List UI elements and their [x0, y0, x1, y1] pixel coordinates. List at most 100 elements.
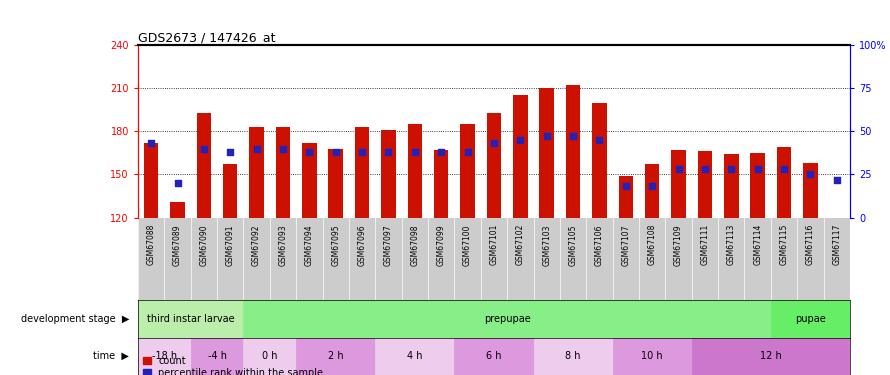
Bar	[455, 338, 533, 375]
Point	[750, 166, 765, 172]
Point	[223, 149, 238, 155]
Bar	[750, 153, 765, 218]
Bar	[328, 148, 343, 217]
Bar	[244, 338, 296, 375]
Point	[777, 166, 791, 172]
Text: GSM67106: GSM67106	[595, 224, 604, 266]
Bar	[533, 338, 612, 375]
Text: GSM67108: GSM67108	[648, 224, 657, 266]
Bar	[671, 150, 686, 217]
Text: GSM67105: GSM67105	[569, 224, 578, 266]
Bar	[566, 85, 580, 218]
Point	[514, 137, 528, 143]
Text: GSM67098: GSM67098	[410, 224, 419, 266]
Text: GSM67096: GSM67096	[358, 224, 367, 266]
Bar	[244, 300, 771, 338]
Point	[724, 166, 739, 172]
Text: 4 h: 4 h	[407, 351, 423, 361]
Bar	[612, 338, 692, 375]
Text: GSM67115: GSM67115	[780, 224, 789, 266]
Text: GSM67089: GSM67089	[173, 224, 182, 266]
Point	[619, 183, 633, 189]
Text: GSM67099: GSM67099	[437, 224, 446, 266]
Text: development stage  ▶: development stage ▶	[20, 314, 129, 324]
Point	[328, 149, 343, 155]
Bar	[771, 300, 850, 338]
Point	[566, 134, 580, 140]
Bar	[170, 202, 185, 217]
Text: GSM67117: GSM67117	[832, 224, 841, 266]
Text: 12 h: 12 h	[760, 351, 781, 361]
Text: GSM67102: GSM67102	[516, 224, 525, 266]
Bar	[276, 127, 290, 218]
Point	[539, 134, 554, 140]
Text: -18 h: -18 h	[152, 351, 177, 361]
Bar	[296, 338, 376, 375]
Text: GSM67097: GSM67097	[384, 224, 393, 266]
Bar	[539, 88, 554, 218]
Text: 8 h: 8 h	[565, 351, 581, 361]
Point	[249, 146, 263, 152]
Text: GSM67094: GSM67094	[305, 224, 314, 266]
Text: GSM67092: GSM67092	[252, 224, 261, 266]
Bar	[376, 338, 455, 375]
Point	[355, 149, 369, 155]
Text: GSM67111: GSM67111	[700, 224, 709, 266]
Bar	[197, 112, 211, 218]
Bar	[302, 143, 317, 218]
Point	[144, 140, 158, 146]
Bar	[355, 127, 369, 218]
Bar	[487, 112, 501, 218]
Bar	[645, 164, 659, 218]
Point	[593, 137, 607, 143]
Bar	[777, 147, 791, 218]
Bar	[138, 300, 244, 338]
Text: GSM67103: GSM67103	[542, 224, 551, 266]
Bar	[513, 95, 528, 218]
Bar	[408, 124, 422, 218]
Point	[303, 149, 317, 155]
Text: GSM67109: GSM67109	[674, 224, 683, 266]
Bar	[381, 130, 396, 218]
Text: GSM67107: GSM67107	[621, 224, 630, 266]
Text: third instar larvae: third instar larvae	[147, 314, 234, 324]
Bar	[692, 338, 850, 375]
Point	[671, 166, 685, 172]
Text: GSM67095: GSM67095	[331, 224, 340, 266]
Text: GSM67091: GSM67091	[226, 224, 235, 266]
Text: GSM67116: GSM67116	[805, 224, 815, 266]
Bar	[138, 338, 190, 375]
Point	[170, 180, 184, 186]
Text: pupae: pupae	[795, 314, 826, 324]
Text: GDS2673 / 147426_at: GDS2673 / 147426_at	[138, 31, 275, 44]
Text: 0 h: 0 h	[262, 351, 278, 361]
Point	[698, 166, 712, 172]
Bar	[144, 143, 158, 218]
Bar	[829, 217, 844, 222]
Text: -4 h: -4 h	[207, 351, 227, 361]
Point	[645, 183, 659, 189]
Text: 2 h: 2 h	[328, 351, 344, 361]
Point	[381, 149, 395, 155]
Text: prepupae: prepupae	[484, 314, 530, 324]
Bar	[803, 163, 818, 218]
Bar	[460, 124, 475, 218]
Bar	[434, 150, 449, 217]
Point	[408, 149, 422, 155]
Bar	[698, 152, 712, 217]
Text: GSM67088: GSM67088	[147, 224, 156, 266]
Text: 10 h: 10 h	[642, 351, 663, 361]
Text: GSM67093: GSM67093	[279, 224, 287, 266]
Bar	[190, 338, 244, 375]
Text: time  ▶: time ▶	[93, 351, 129, 361]
Point	[487, 140, 501, 146]
Bar	[619, 176, 633, 218]
Bar	[592, 102, 607, 218]
Point	[460, 149, 474, 155]
Text: 6 h: 6 h	[486, 351, 502, 361]
Text: GSM67090: GSM67090	[199, 224, 208, 266]
Text: GSM67100: GSM67100	[463, 224, 472, 266]
Text: GSM67113: GSM67113	[727, 224, 736, 266]
Text: GSM67114: GSM67114	[753, 224, 762, 266]
Bar	[249, 127, 263, 218]
